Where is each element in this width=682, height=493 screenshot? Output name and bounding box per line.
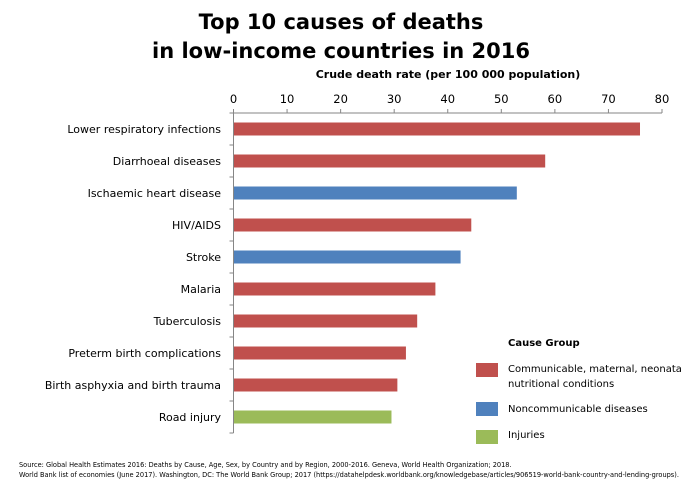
legend-label: Injuries: [508, 430, 545, 441]
source-line-2: World Bank list of economies (June 2017)…: [19, 471, 679, 479]
bar-preterm-birth-complications: [234, 346, 406, 360]
legend-title: Cause Group: [508, 338, 580, 349]
bar-hiv-aids: [234, 218, 472, 232]
category-label: HIV/AIDS: [172, 219, 221, 232]
x-tick-label: 30: [387, 92, 402, 106]
x-tick-label: 70: [601, 92, 616, 106]
bar-tuberculosis: [234, 314, 418, 328]
legend-label: Noncommunicable diseases: [508, 404, 648, 415]
legend-swatch: [476, 430, 498, 444]
bar-malaria: [234, 282, 436, 296]
title-line-1: Top 10 causes of deaths: [198, 10, 484, 34]
chart-title: Top 10 causes of deaths in low-income co…: [0, 8, 682, 66]
x-tick-label: 60: [548, 92, 563, 106]
x-tick-label: 20: [333, 92, 348, 106]
x-tick-label: 40: [440, 92, 455, 106]
source-line-1: Source: Global Health Estimates 2016: De…: [19, 461, 512, 469]
legend-swatch: [476, 363, 498, 377]
bar-lower-respiratory-infections: [234, 122, 641, 136]
x-tick-label: 0: [230, 92, 237, 106]
category-label: Stroke: [186, 251, 221, 264]
bar-road-injury: [234, 410, 392, 424]
category-label: Preterm birth complications: [68, 347, 221, 360]
source-note: Source: Global Health Estimates 2016: De…: [19, 460, 679, 480]
category-label: Lower respiratory infections: [67, 123, 221, 136]
category-label: Road injury: [159, 411, 222, 424]
title-line-2: in low-income countries in 2016: [152, 39, 530, 63]
bar-stroke: [234, 250, 461, 264]
bar-birth-asphyxia-and-birth-trauma: [234, 378, 398, 392]
category-label: Birth asphyxia and birth trauma: [45, 379, 221, 392]
category-label: Malaria: [181, 283, 221, 296]
legend-swatch: [476, 402, 498, 416]
x-axis-label: Crude death rate (per 100 000 population…: [315, 68, 581, 81]
bar-ischaemic-heart-disease: [234, 186, 517, 200]
bar-diarrhoeal-diseases: [234, 154, 546, 168]
category-label: Tuberculosis: [153, 315, 222, 328]
category-label: Ischaemic heart disease: [88, 187, 222, 200]
x-tick-label: 80: [655, 92, 670, 106]
category-label: Diarrhoeal diseases: [113, 155, 221, 168]
legend-label: Communicable, maternal, neonatal and nut…: [508, 364, 682, 390]
x-tick-label: 10: [280, 92, 295, 106]
x-tick-label: 50: [494, 92, 509, 106]
